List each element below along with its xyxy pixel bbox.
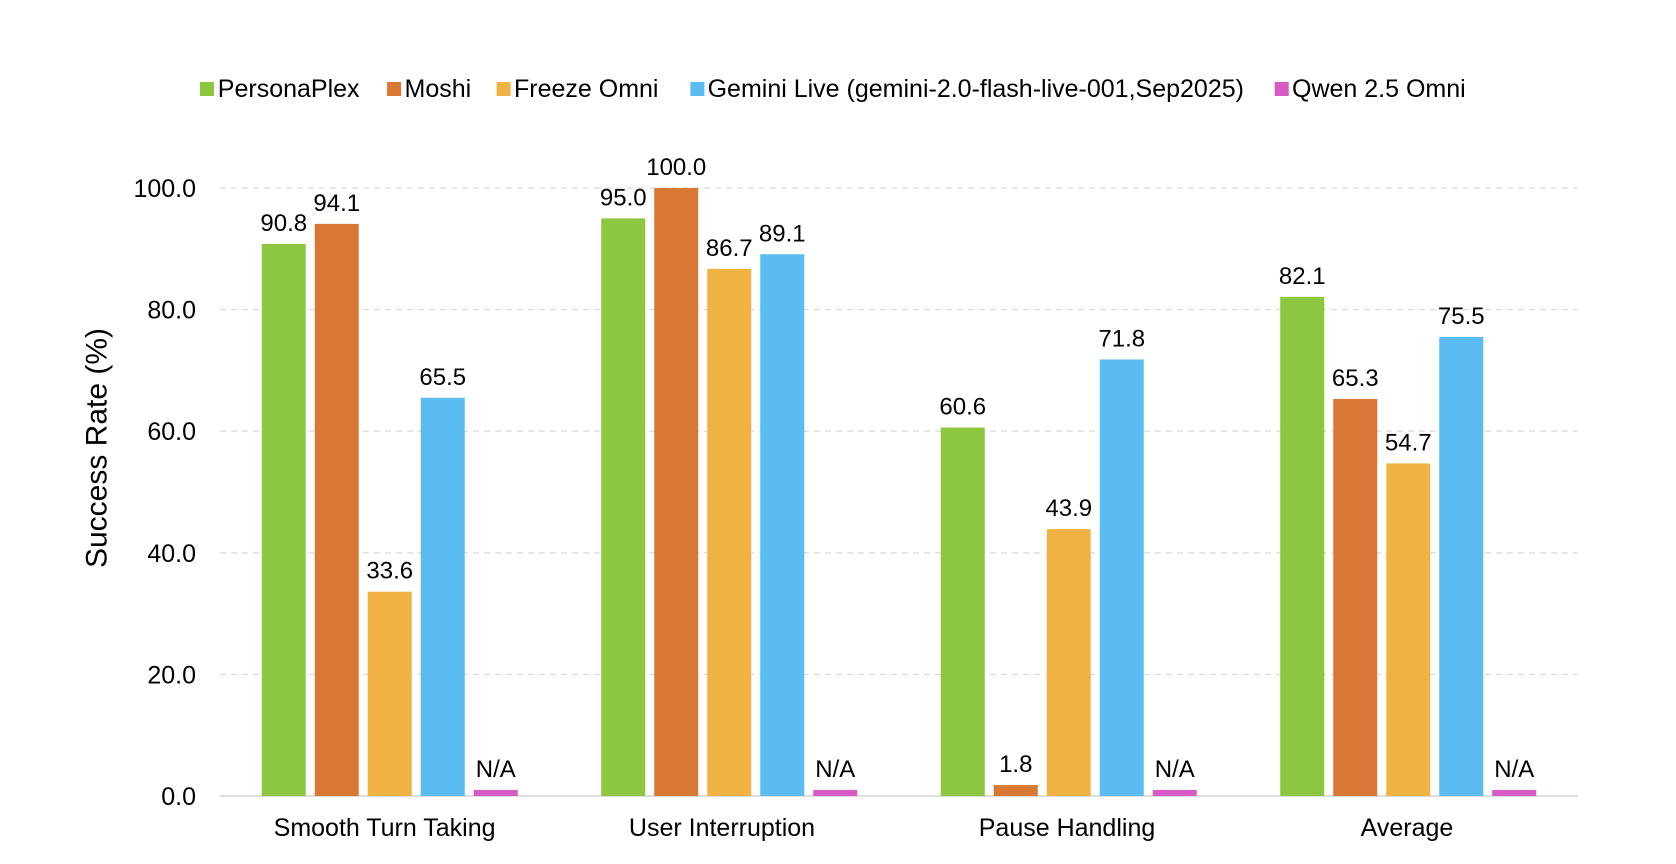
svg-text:100.0: 100.0 — [133, 175, 196, 203]
svg-text:40.0: 40.0 — [147, 540, 196, 568]
svg-text:82.1: 82.1 — [1279, 263, 1326, 290]
svg-text:86.7: 86.7 — [706, 235, 753, 262]
svg-text:60.0: 60.0 — [147, 418, 196, 446]
svg-text:90.8: 90.8 — [260, 210, 307, 237]
svg-text:0.0: 0.0 — [161, 783, 196, 811]
svg-text:100.0: 100.0 — [646, 154, 706, 181]
svg-text:N/A: N/A — [1155, 756, 1195, 783]
svg-text:20.0: 20.0 — [147, 661, 196, 689]
svg-text:N/A: N/A — [1494, 756, 1534, 783]
svg-text:Freeze Omni: Freeze Omni — [514, 75, 658, 103]
svg-text:89.1: 89.1 — [759, 220, 806, 247]
svg-text:Success Rate (%): Success Rate (%) — [81, 328, 114, 568]
svg-text:1.8: 1.8 — [999, 751, 1032, 778]
svg-text:33.6: 33.6 — [366, 558, 413, 585]
svg-text:N/A: N/A — [476, 756, 516, 783]
svg-text:User Interruption: User Interruption — [629, 814, 815, 842]
svg-text:75.5: 75.5 — [1438, 303, 1485, 330]
svg-text:43.9: 43.9 — [1045, 495, 1092, 522]
svg-text:Average: Average — [1361, 814, 1454, 842]
svg-text:94.1: 94.1 — [313, 190, 360, 217]
svg-text:60.6: 60.6 — [939, 394, 986, 421]
svg-text:Gemini Live (gemini-2.0-flash-: Gemini Live (gemini-2.0-flash-live-001,S… — [708, 75, 1244, 103]
svg-text:Smooth Turn Taking: Smooth Turn Taking — [274, 814, 496, 842]
svg-text:71.8: 71.8 — [1098, 325, 1145, 352]
svg-text:65.5: 65.5 — [419, 364, 466, 391]
svg-text:PersonaPlex: PersonaPlex — [218, 75, 360, 103]
svg-text:80.0: 80.0 — [147, 297, 196, 325]
svg-text:Moshi: Moshi — [405, 75, 472, 103]
svg-text:Qwen 2.5 Omni: Qwen 2.5 Omni — [1292, 75, 1466, 103]
svg-text:65.3: 65.3 — [1332, 365, 1379, 392]
svg-text:54.7: 54.7 — [1385, 429, 1432, 456]
svg-text:Pause Handling: Pause Handling — [979, 814, 1156, 842]
svg-text:N/A: N/A — [815, 756, 855, 783]
svg-text:95.0: 95.0 — [600, 184, 647, 211]
